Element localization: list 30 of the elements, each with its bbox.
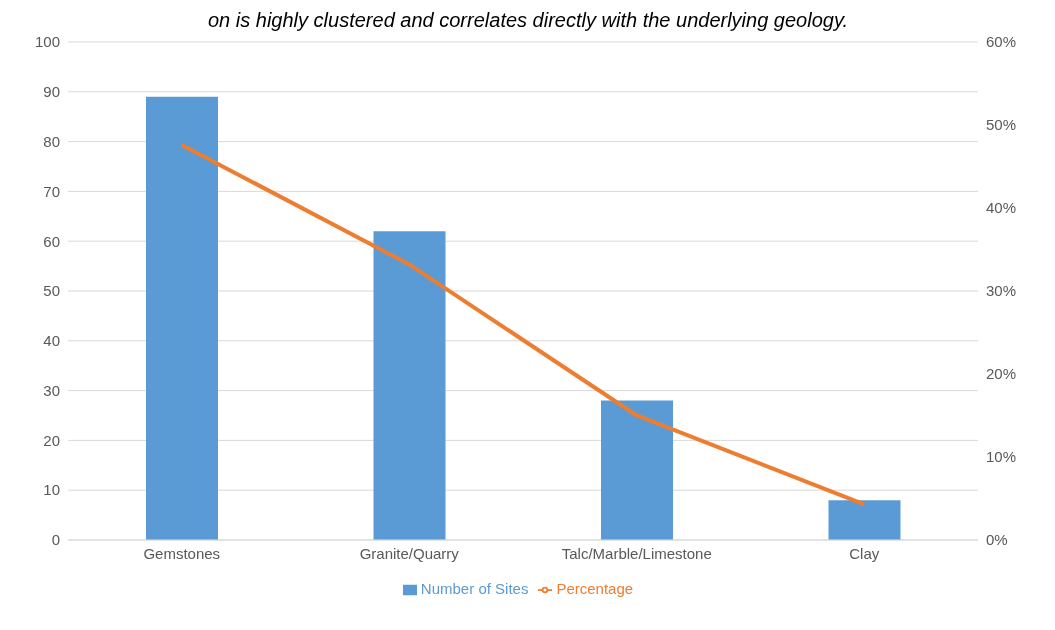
x-tick-label: Gemstones bbox=[143, 544, 221, 562]
y-tick-label: 80 bbox=[43, 132, 60, 150]
y2-tick-label: 30% bbox=[986, 282, 1017, 300]
bar bbox=[601, 400, 673, 540]
x-tick-label: Granite/Quarry bbox=[359, 544, 460, 562]
y-tick-label: 0 bbox=[51, 531, 60, 549]
line-series bbox=[179, 142, 867, 507]
y2-tick-label: 50% bbox=[986, 116, 1017, 134]
legend-label: Number of Sites bbox=[420, 579, 529, 597]
x-tick-label: Talc/Marble/Limestone bbox=[561, 544, 712, 562]
y-tick-label: 30 bbox=[43, 381, 60, 399]
y-tick-label: 70 bbox=[43, 182, 60, 200]
bar bbox=[146, 96, 218, 540]
y-tick-label: 20 bbox=[43, 431, 60, 449]
bar bbox=[828, 500, 901, 540]
y2-tick-label: 10% bbox=[986, 448, 1017, 466]
text: on is highly clustered and correlates directly with the underlying geology. bbox=[207, 8, 849, 32]
y-tick-label: 90 bbox=[43, 83, 60, 101]
legend-label: Percentage bbox=[556, 579, 634, 597]
y2-tick-label: 40% bbox=[986, 199, 1017, 217]
y-tick-label: 50 bbox=[43, 282, 60, 300]
y-tick-label: 60 bbox=[43, 232, 60, 250]
y-tick-label: 100 bbox=[34, 33, 60, 51]
bar bbox=[373, 231, 446, 540]
y2-tick-label: 60% bbox=[986, 33, 1017, 51]
x-tick-label: Clay bbox=[849, 544, 880, 562]
y-tick-label: 40 bbox=[43, 332, 60, 350]
y2-tick-label: 0% bbox=[986, 531, 1008, 549]
y2-tick-label: 20% bbox=[986, 365, 1017, 383]
y-tick-label: 10 bbox=[43, 481, 60, 499]
